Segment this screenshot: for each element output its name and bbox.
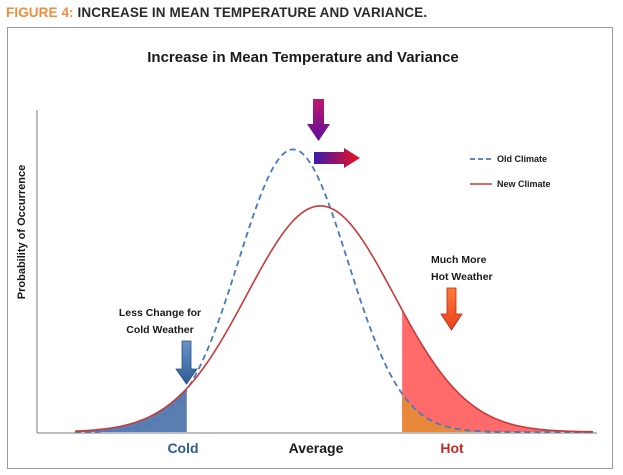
- right-shift-arrow-icon: [314, 148, 360, 168]
- chart-panel: [7, 27, 613, 469]
- y-axis-label: Probability of Occurrence: [16, 165, 28, 299]
- hot-annotation-line-1: Much More: [431, 254, 487, 266]
- chart-title: Increase in Mean Temperature and Varianc…: [147, 49, 459, 66]
- series-old-climate-line: [74, 148, 593, 433]
- legend: Old Climate New Climate: [470, 154, 551, 189]
- hot-down-arrow-icon: [440, 287, 463, 331]
- legend-old-climate-label: Old Climate: [497, 154, 547, 164]
- cold-annotation-line-2: Cold Weather: [126, 324, 193, 336]
- figure-number: FIGURE 4:: [6, 5, 74, 20]
- hot-overlap-fill: [402, 393, 593, 432]
- series-new-climate-line: [74, 205, 594, 433]
- x-tick-cold: Cold: [167, 440, 198, 456]
- hot-tail-fill: [402, 310, 593, 432]
- x-tick-average: Average: [289, 440, 344, 456]
- hot-annotation-line-2: Hot Weather: [431, 271, 493, 283]
- cold-tail-fill: [75, 388, 187, 432]
- figure-heading: FIGURE 4: INCREASE IN MEAN TEMPERATURE A…: [6, 5, 427, 20]
- cold-annotation-line-1: Less Change for: [119, 307, 201, 319]
- figure-title: INCREASE IN MEAN TEMPERATURE AND VARIANC…: [77, 5, 428, 20]
- legend-new-climate-label: New Climate: [497, 179, 551, 189]
- down-shift-arrow-icon: [307, 99, 330, 141]
- x-tick-hot: Hot: [440, 440, 464, 456]
- cold-down-arrow-icon: [175, 340, 198, 385]
